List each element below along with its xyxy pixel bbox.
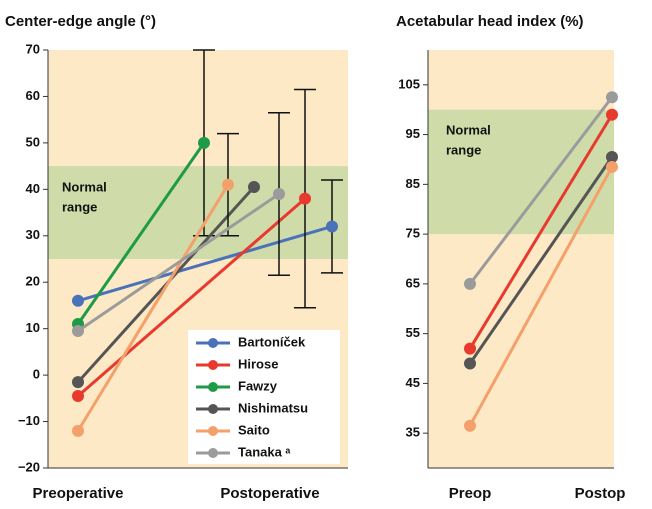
point — [606, 108, 618, 121]
y-tick-label: −20 — [18, 459, 40, 474]
point — [72, 376, 84, 389]
legend-label: Bartoníček — [238, 334, 306, 349]
series-line — [77, 197, 306, 398]
y-tick-label: 10 — [26, 320, 40, 335]
point — [198, 136, 210, 149]
point — [72, 424, 84, 437]
point — [606, 91, 618, 104]
y-tick-label: 85 — [406, 176, 420, 191]
point — [464, 419, 476, 432]
legend-label: Fawzy — [238, 378, 278, 393]
point — [464, 357, 476, 370]
legend-label: Nishimatsu — [238, 400, 308, 415]
legend-label: Hirose — [238, 356, 278, 371]
normal-band — [428, 109, 614, 235]
point — [464, 342, 476, 355]
y-tick-label: 0 — [33, 367, 40, 382]
y-tick-label: 30 — [26, 227, 40, 242]
point — [326, 220, 338, 233]
series-line — [76, 183, 230, 432]
series-line — [468, 96, 614, 285]
y-tick-label: 95 — [406, 126, 420, 141]
legend-dot — [208, 338, 218, 348]
point — [464, 277, 476, 290]
point — [72, 324, 84, 337]
point — [222, 178, 234, 191]
legend-label: Saito — [238, 422, 270, 437]
y-tick-label: 55 — [406, 325, 420, 340]
series-line — [77, 225, 333, 303]
chart-title: Center-edge angle (°) — [5, 13, 156, 30]
series-line — [468, 113, 614, 350]
normal-band — [48, 166, 348, 259]
point — [72, 294, 84, 307]
point — [273, 187, 285, 200]
legend-dot — [208, 382, 218, 392]
y-tick-label: 20 — [26, 274, 40, 289]
legend-dot — [208, 426, 218, 436]
y-tick-label: 105 — [398, 76, 420, 91]
legend-dot — [208, 360, 218, 370]
point — [606, 150, 618, 163]
point — [72, 390, 84, 403]
x-category-label: Postoperative — [220, 485, 319, 502]
y-tick-label: −10 — [18, 413, 40, 428]
y-tick-label: 40 — [26, 181, 40, 196]
point — [299, 192, 311, 205]
y-tick-label: 60 — [26, 88, 40, 103]
series-line — [468, 166, 614, 427]
band-label: Normal — [446, 122, 491, 137]
legend-dot — [208, 448, 218, 458]
y-tick-label: 50 — [26, 134, 40, 149]
series-line — [77, 192, 280, 333]
y-tick-label: 35 — [406, 425, 420, 440]
chart-title: Acetabular head index (%) — [396, 13, 584, 30]
legend-box — [188, 330, 340, 464]
band-label: Normal — [62, 179, 107, 194]
series-line — [468, 156, 614, 365]
y-tick-label: 75 — [406, 226, 420, 241]
point — [606, 160, 618, 173]
y-tick-label: 70 — [26, 41, 40, 56]
legend-dot — [208, 404, 218, 414]
x-category-label: Preoperative — [33, 485, 124, 502]
band-label: range — [62, 199, 97, 214]
band-label: range — [446, 142, 481, 157]
series-line — [76, 142, 206, 325]
legend-label: Tanaka ᵃ — [238, 444, 290, 459]
x-category-label: Postop — [575, 485, 626, 502]
y-tick-label: 45 — [406, 375, 420, 390]
y-tick-label: 65 — [406, 275, 420, 290]
point — [248, 181, 260, 194]
x-category-label: Preop — [449, 485, 492, 502]
